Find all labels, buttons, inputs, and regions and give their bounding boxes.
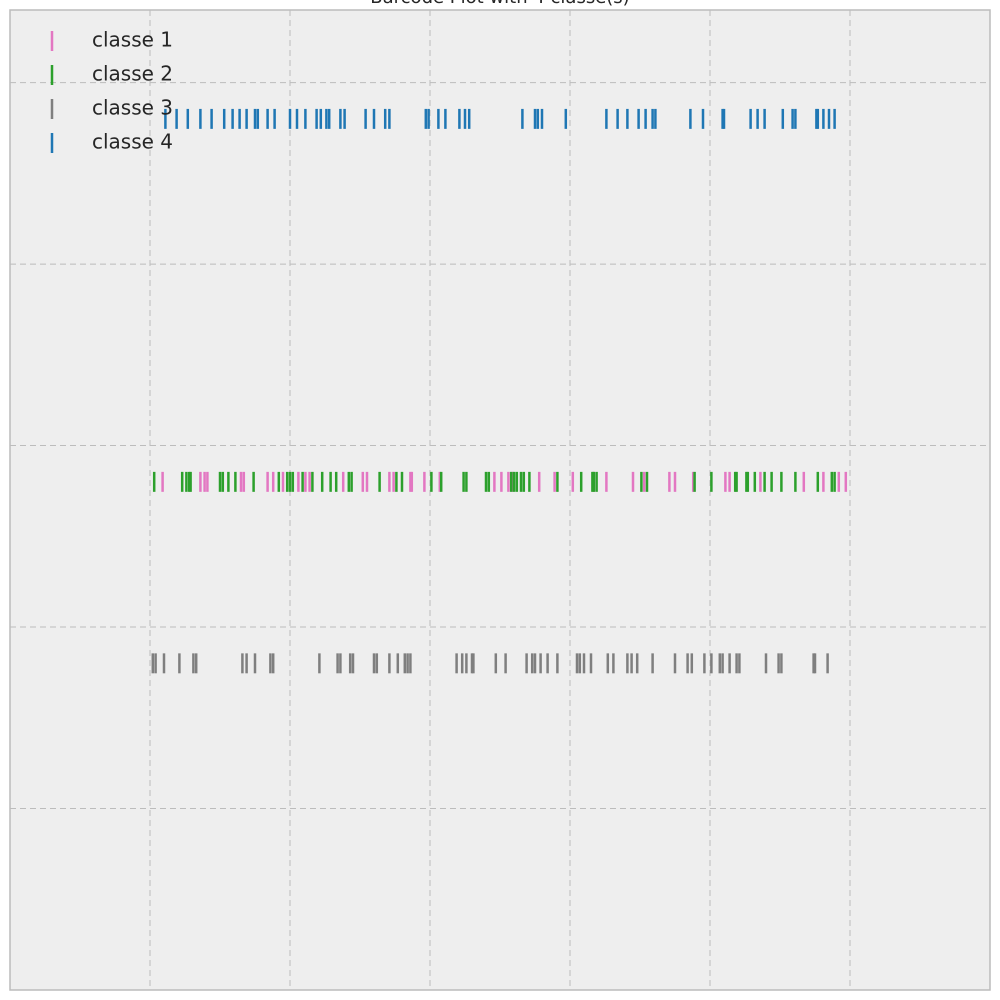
chart-title: Barcode Plot with 4 classe(s) bbox=[370, 0, 629, 8]
legend-label: classe 1 bbox=[92, 28, 173, 52]
legend-label: classe 3 bbox=[92, 96, 173, 120]
plot-area bbox=[9, 9, 991, 991]
legend-label: classe 2 bbox=[92, 62, 173, 86]
legend-label: classe 4 bbox=[92, 130, 173, 154]
